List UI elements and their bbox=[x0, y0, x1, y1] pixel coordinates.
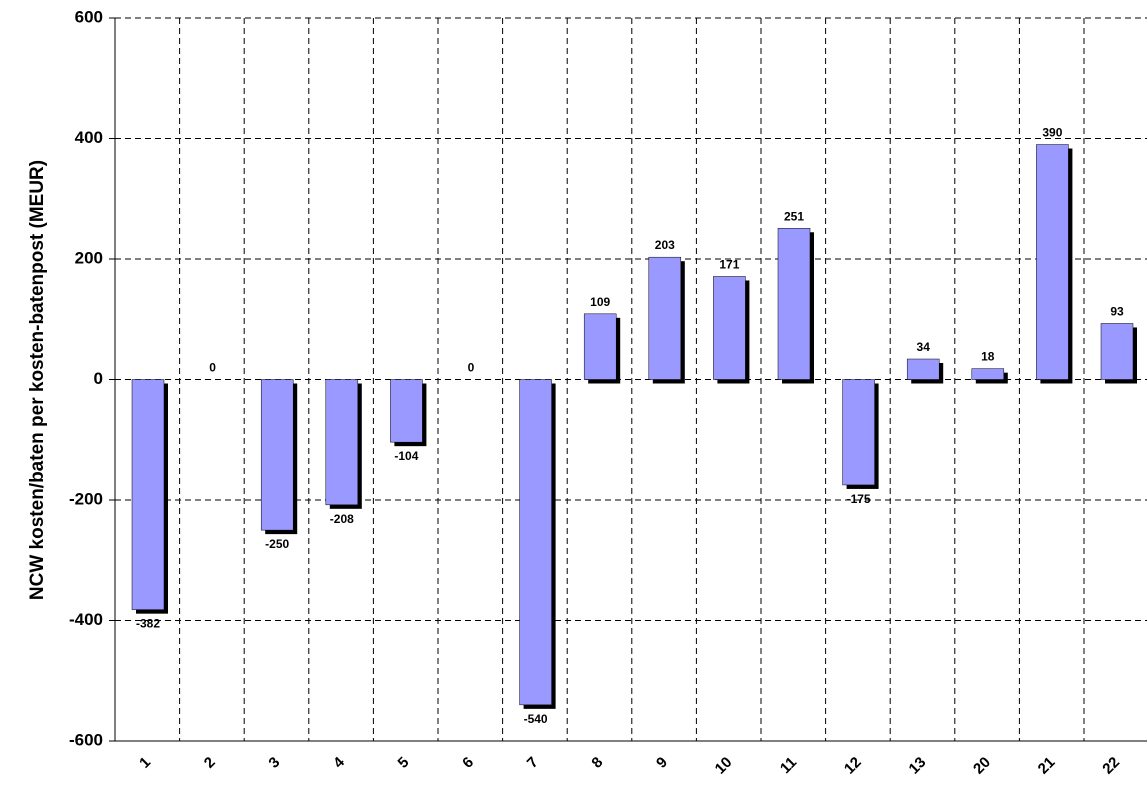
data-label: -382 bbox=[136, 617, 160, 631]
x-tick-label: 22 bbox=[1099, 754, 1123, 778]
x-tick-label: 20 bbox=[970, 754, 994, 778]
data-label: 18 bbox=[981, 350, 995, 364]
x-tick-label: 10 bbox=[712, 754, 736, 778]
data-label: 390 bbox=[1042, 126, 1062, 140]
bar bbox=[971, 368, 1005, 380]
data-label: 171 bbox=[719, 257, 739, 271]
y-tick-label: 200 bbox=[75, 248, 103, 267]
data-label: 93 bbox=[1110, 304, 1124, 318]
bar bbox=[325, 379, 359, 506]
data-label: 109 bbox=[590, 295, 610, 309]
bar bbox=[131, 379, 165, 610]
bar bbox=[648, 256, 682, 380]
data-label: -104 bbox=[394, 449, 418, 463]
bar bbox=[519, 379, 552, 706]
x-tick-label: 21 bbox=[1035, 754, 1059, 778]
x-tick-label: 13 bbox=[906, 754, 930, 778]
x-tick-label: 6 bbox=[459, 754, 477, 772]
y-tick-label: -600 bbox=[69, 730, 103, 749]
data-label: -540 bbox=[524, 712, 548, 726]
bar bbox=[777, 228, 811, 380]
data-label: -175 bbox=[847, 492, 871, 506]
data-label: 0 bbox=[209, 361, 216, 375]
bar bbox=[842, 379, 875, 486]
x-tick-label: 12 bbox=[841, 754, 865, 778]
y-axis-title: NCW kosten/baten per kosten-batenpost (M… bbox=[27, 160, 48, 600]
y-tick-label: -200 bbox=[69, 489, 103, 508]
bar bbox=[390, 379, 423, 443]
x-tick-label: 5 bbox=[395, 754, 413, 772]
x-tick-label: 2 bbox=[201, 754, 219, 772]
data-label: 251 bbox=[784, 209, 804, 223]
bar bbox=[906, 358, 940, 380]
x-tick-label: 4 bbox=[330, 753, 348, 771]
x-tick-label: 1 bbox=[136, 754, 154, 772]
data-label: 203 bbox=[655, 238, 675, 252]
x-tick-label: 11 bbox=[777, 754, 800, 777]
x-tick-label: 9 bbox=[653, 754, 671, 772]
bar bbox=[260, 379, 294, 531]
data-label: -208 bbox=[330, 512, 354, 526]
y-tick-label: -400 bbox=[69, 610, 103, 629]
bar bbox=[583, 313, 617, 380]
y-tick-label: 400 bbox=[75, 128, 103, 147]
x-tick-label: 3 bbox=[265, 754, 283, 772]
y-tick-label: 0 bbox=[94, 369, 103, 388]
bar bbox=[713, 276, 746, 380]
data-label: 0 bbox=[468, 361, 475, 375]
bar bbox=[1100, 323, 1134, 380]
x-tick-label: 8 bbox=[588, 754, 606, 772]
data-label: 34 bbox=[917, 340, 931, 354]
y-tick-label: 600 bbox=[75, 7, 103, 26]
x-tick-label: 7 bbox=[524, 754, 542, 772]
bar bbox=[1036, 144, 1069, 380]
data-label: -250 bbox=[265, 537, 289, 551]
